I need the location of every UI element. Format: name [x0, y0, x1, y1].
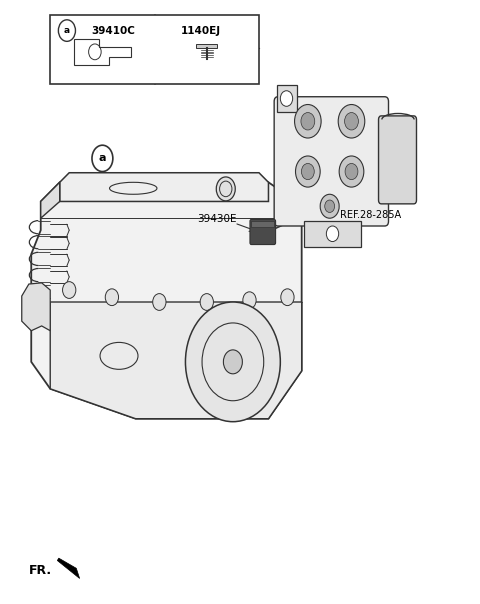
Text: 1140EJ: 1140EJ	[180, 25, 221, 36]
Text: 39430E: 39430E	[197, 214, 237, 225]
Circle shape	[320, 194, 339, 218]
Circle shape	[223, 350, 242, 374]
Text: 39410C: 39410C	[91, 25, 135, 36]
Polygon shape	[22, 283, 50, 331]
Text: FR.: FR.	[29, 564, 52, 577]
Circle shape	[325, 200, 335, 213]
Polygon shape	[41, 182, 60, 218]
Polygon shape	[31, 182, 301, 419]
Circle shape	[345, 164, 358, 179]
Polygon shape	[276, 85, 297, 112]
Circle shape	[105, 289, 119, 306]
Circle shape	[339, 156, 364, 187]
Polygon shape	[50, 302, 301, 419]
Circle shape	[301, 112, 315, 130]
Circle shape	[295, 104, 321, 138]
Polygon shape	[304, 221, 361, 247]
Circle shape	[216, 177, 235, 201]
Polygon shape	[60, 173, 268, 202]
Circle shape	[62, 281, 76, 298]
Bar	[252, 221, 274, 227]
Circle shape	[185, 302, 280, 422]
Circle shape	[345, 112, 359, 130]
Circle shape	[243, 292, 256, 309]
Text: REF.28-285A: REF.28-285A	[340, 210, 401, 220]
Circle shape	[301, 164, 314, 179]
Circle shape	[200, 294, 214, 310]
Polygon shape	[57, 558, 80, 579]
Circle shape	[153, 294, 166, 310]
FancyBboxPatch shape	[379, 116, 417, 204]
Bar	[196, 43, 217, 48]
Text: a: a	[64, 26, 70, 35]
Circle shape	[280, 91, 293, 106]
FancyBboxPatch shape	[250, 219, 276, 245]
Text: a: a	[99, 153, 106, 163]
Circle shape	[338, 104, 365, 138]
Circle shape	[281, 289, 294, 306]
Bar	[50, 14, 259, 83]
Circle shape	[296, 156, 320, 187]
FancyBboxPatch shape	[274, 97, 388, 226]
Circle shape	[326, 226, 339, 242]
